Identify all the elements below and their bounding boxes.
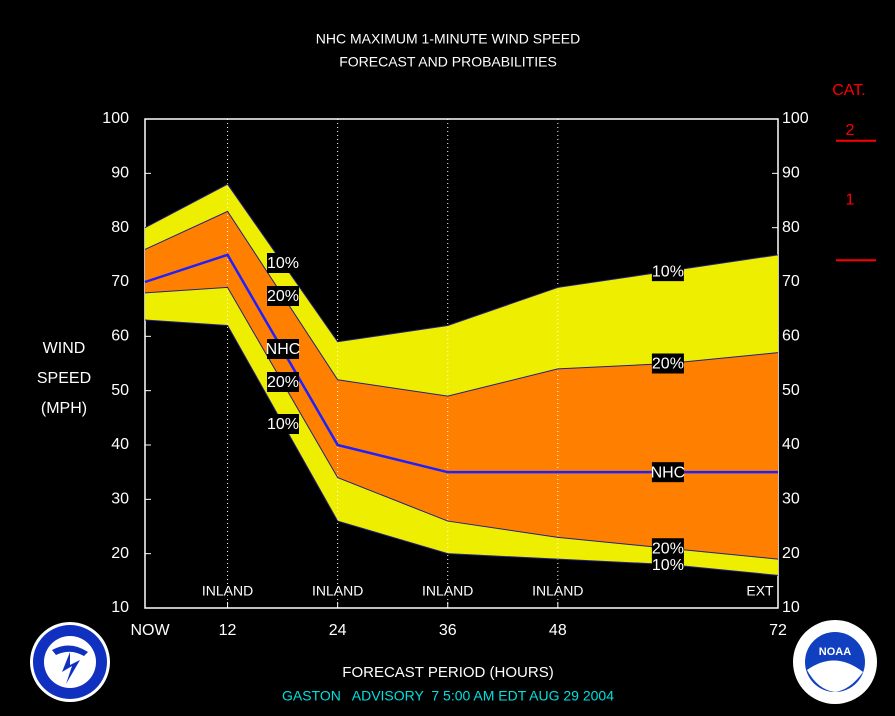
category-title: CAT. [832, 82, 865, 99]
period-label: INLAND [312, 583, 363, 599]
category-label: 2 [846, 122, 855, 139]
y-axis-label: SPEED [37, 370, 91, 387]
period-label: INLAND [532, 583, 583, 599]
series-label: 20% [267, 372, 299, 392]
series-label-text: NHC [266, 341, 301, 358]
x-tick-label: NOW [130, 622, 170, 639]
y-tick-label: 30 [782, 491, 800, 508]
series-label: 10% [267, 253, 299, 273]
series-label-text: NHC [651, 464, 686, 481]
period-label: EXT [746, 583, 774, 599]
series-label-text: 20% [652, 540, 684, 557]
y-tick-label: 40 [111, 436, 129, 453]
x-tick-label: 24 [329, 622, 347, 639]
series-label-text: 10% [652, 263, 684, 280]
period-label: INLAND [422, 583, 473, 599]
y-tick-label: 60 [782, 328, 800, 345]
series-label-text: 10% [267, 255, 299, 272]
y-tick-label: 30 [111, 491, 129, 508]
series-label: 20% [267, 286, 299, 306]
y-tick-label: 60 [111, 328, 129, 345]
series-label: NHC [266, 339, 301, 359]
chart-title: FORECAST AND PROBABILITIES [339, 54, 557, 70]
y-tick-label: 100 [782, 110, 809, 127]
series-label-text: 20% [267, 288, 299, 305]
y-tick-label: 70 [111, 273, 129, 290]
y-tick-label: 80 [782, 219, 800, 236]
y-tick-label: 90 [111, 165, 129, 182]
y-tick-label: 100 [102, 110, 129, 127]
series-label: 20% [651, 353, 684, 374]
series-label-text: 10% [267, 416, 299, 433]
logo-cloud [52, 645, 88, 656]
label-box [267, 414, 299, 434]
nws-logo [30, 622, 110, 702]
y-tick-label: 10 [111, 599, 129, 616]
y-tick-label: 50 [111, 382, 129, 399]
y-tick-label: 50 [782, 382, 800, 399]
x-axis-label: FORECAST PERIOD (HOURS) [342, 664, 553, 681]
label-box [651, 538, 684, 559]
series-label: NHC [651, 462, 686, 483]
period-label: INLAND [202, 583, 253, 599]
x-tick-label: 72 [769, 622, 787, 639]
y-tick-label: 20 [782, 545, 800, 562]
label-box [651, 353, 684, 374]
logo-text: NOAA [819, 646, 851, 658]
y-tick-label: 20 [111, 545, 129, 562]
y-tick-label: 40 [782, 436, 800, 453]
series-label: 10% [651, 554, 684, 575]
series-label: 20% [651, 538, 684, 559]
logo-bird [807, 660, 863, 692]
series-label-text: 10% [652, 557, 684, 574]
chart-title: NHC MAXIMUM 1-MINUTE WIND SPEED [316, 31, 580, 47]
y-tick-label: 90 [782, 165, 800, 182]
label-box [267, 372, 299, 392]
logo-bolt [62, 652, 80, 684]
category-label: 1 [846, 192, 855, 209]
x-tick-label: 12 [219, 622, 237, 639]
series-label-text: 20% [267, 374, 299, 391]
y-tick-label: 70 [782, 273, 800, 290]
y-tick-label: 10 [782, 599, 800, 616]
label-box [267, 253, 299, 273]
x-tick-label: 48 [549, 622, 567, 639]
label-box [267, 286, 299, 306]
series-label-text: 20% [652, 356, 684, 373]
y-axis-label: (MPH) [41, 400, 87, 417]
footer: GASTON ADVISORY 7 5:00 AM EDT AUG 29 200… [282, 688, 614, 704]
y-axis-label: WIND [43, 340, 86, 357]
noaa-logo: NOAA [793, 620, 877, 704]
label-box [651, 261, 684, 282]
series-label: 10% [651, 261, 684, 282]
x-tick-label: 36 [439, 622, 457, 639]
label-box [651, 554, 684, 575]
y-tick-label: 80 [111, 219, 129, 236]
label-box [651, 462, 684, 483]
series-label: 10% [267, 414, 299, 434]
label-box [267, 339, 299, 359]
